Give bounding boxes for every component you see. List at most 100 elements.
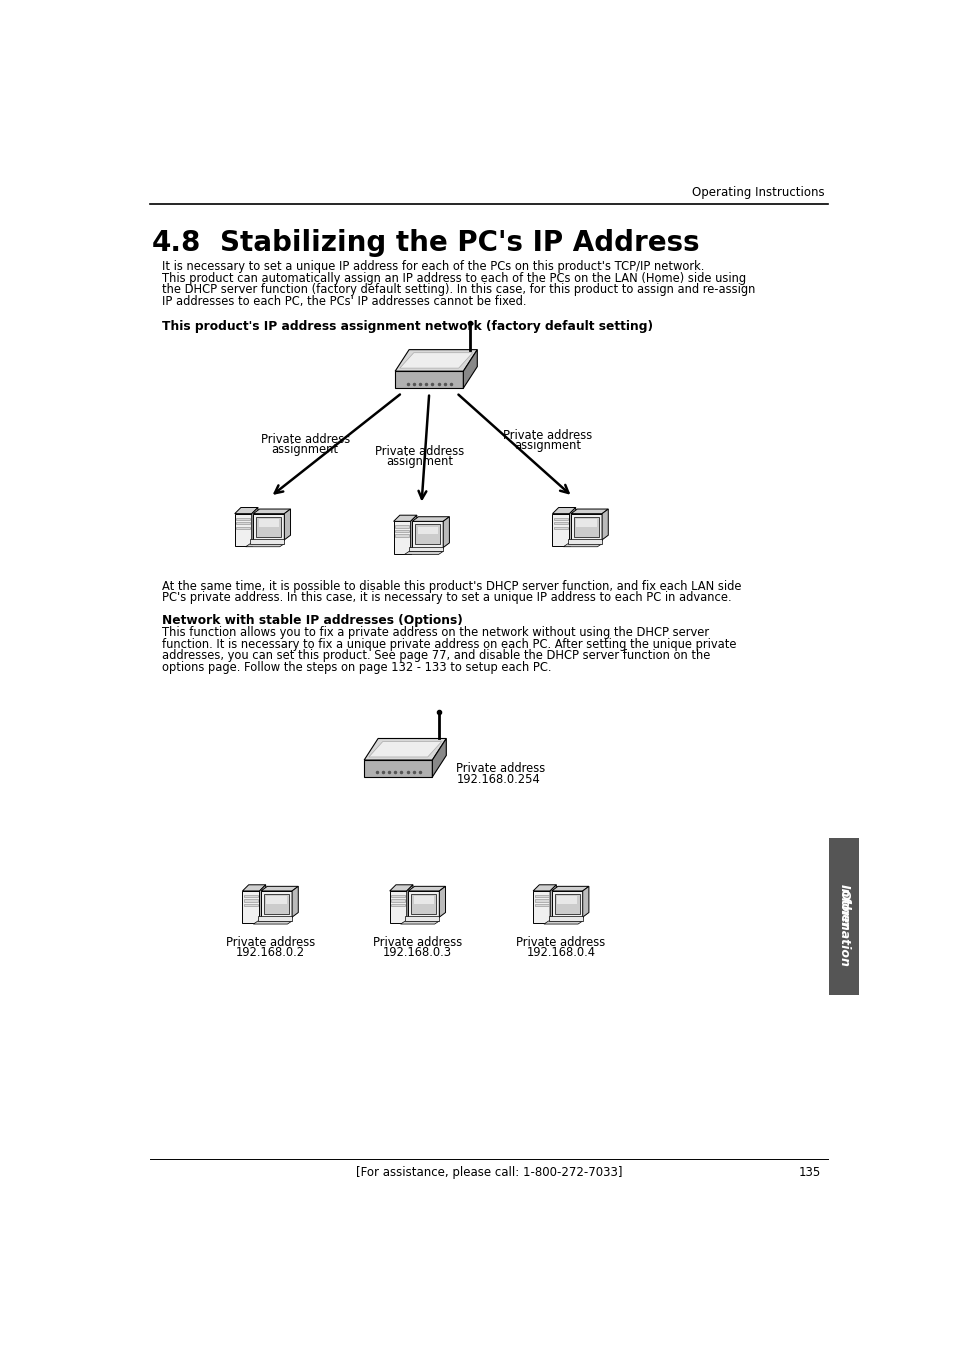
Polygon shape	[253, 514, 284, 539]
Polygon shape	[463, 349, 476, 388]
Polygon shape	[574, 516, 598, 537]
Polygon shape	[571, 510, 608, 514]
Polygon shape	[395, 534, 409, 537]
Polygon shape	[244, 899, 257, 902]
Polygon shape	[292, 887, 298, 917]
Text: function. It is necessary to fix a unique private address on each PC. After sett: function. It is necessary to fix a uniqu…	[162, 638, 736, 651]
Polygon shape	[412, 516, 449, 522]
Text: Other: Other	[837, 888, 849, 929]
Polygon shape	[406, 884, 413, 923]
Text: At the same time, it is possible to disable this product's DHCP server function,: At the same time, it is possible to disa…	[162, 580, 740, 593]
Polygon shape	[364, 760, 432, 776]
Polygon shape	[562, 543, 601, 547]
Polygon shape	[543, 921, 582, 925]
Polygon shape	[551, 887, 588, 891]
Polygon shape	[412, 522, 443, 547]
Text: options page. Follow the steps on page 132 - 133 to setup each PC.: options page. Follow the steps on page 1…	[162, 661, 551, 674]
Polygon shape	[534, 905, 548, 906]
Polygon shape	[284, 510, 291, 539]
Polygon shape	[364, 739, 446, 760]
Text: Private address: Private address	[502, 429, 592, 442]
Polygon shape	[234, 514, 252, 546]
Polygon shape	[400, 921, 439, 925]
Polygon shape	[266, 896, 286, 905]
Polygon shape	[257, 917, 292, 921]
Polygon shape	[534, 895, 548, 898]
Text: Operating Instructions: Operating Instructions	[691, 186, 823, 200]
Text: Private address: Private address	[375, 445, 464, 458]
Polygon shape	[395, 526, 409, 527]
Text: Private address: Private address	[373, 936, 462, 949]
Polygon shape	[390, 891, 406, 923]
Polygon shape	[411, 894, 436, 914]
Polygon shape	[253, 510, 291, 514]
Polygon shape	[390, 884, 413, 891]
Polygon shape	[244, 895, 257, 898]
Polygon shape	[415, 524, 439, 545]
Text: 192.168.0.2: 192.168.0.2	[235, 945, 305, 958]
Text: assignment: assignment	[272, 442, 338, 456]
Polygon shape	[270, 917, 282, 922]
Polygon shape	[236, 518, 250, 520]
Text: This function allows you to fix a private address on the network without using t: This function allows you to fix a privat…	[162, 625, 708, 639]
Polygon shape	[394, 515, 416, 522]
Polygon shape	[394, 522, 410, 554]
Polygon shape	[395, 530, 409, 532]
Polygon shape	[410, 515, 416, 554]
Polygon shape	[242, 891, 259, 923]
Polygon shape	[534, 899, 548, 902]
Polygon shape	[236, 527, 250, 528]
Text: 192.168.0.254: 192.168.0.254	[456, 774, 539, 786]
Text: assignment: assignment	[386, 456, 453, 468]
Polygon shape	[391, 899, 405, 902]
Polygon shape	[557, 896, 577, 905]
Polygon shape	[409, 547, 443, 551]
Polygon shape	[579, 539, 592, 545]
Text: Private address: Private address	[260, 433, 350, 446]
Polygon shape	[554, 527, 567, 528]
Polygon shape	[395, 349, 476, 371]
Polygon shape	[421, 547, 434, 553]
Polygon shape	[567, 539, 601, 543]
Text: Network with stable IP addresses (Options): Network with stable IP addresses (Option…	[162, 613, 462, 627]
Polygon shape	[552, 514, 569, 546]
Text: Stabilizing the PC's IP Address: Stabilizing the PC's IP Address	[220, 229, 699, 256]
Text: It is necessary to set a unique IP address for each of the PCs on this product's: It is necessary to set a unique IP addre…	[162, 260, 703, 274]
Polygon shape	[533, 884, 556, 891]
Polygon shape	[533, 891, 550, 923]
Polygon shape	[405, 917, 439, 921]
Polygon shape	[252, 507, 257, 546]
Polygon shape	[250, 539, 284, 543]
Text: addresses, you can set this product. See page 77, and disable the DHCP server fu: addresses, you can set this product. See…	[162, 650, 709, 662]
Text: Information: Information	[837, 884, 849, 967]
Text: assignment: assignment	[514, 439, 580, 452]
Polygon shape	[369, 741, 441, 758]
Polygon shape	[242, 884, 266, 891]
Text: [For assistance, please call: 1-800-272-7033]: [For assistance, please call: 1-800-272-…	[355, 1166, 621, 1180]
Text: 4.8: 4.8	[152, 229, 201, 256]
Polygon shape	[395, 371, 463, 388]
Text: 135: 135	[798, 1166, 820, 1180]
Text: Private address: Private address	[516, 936, 605, 949]
Polygon shape	[264, 894, 289, 914]
Polygon shape	[245, 543, 284, 547]
Polygon shape	[414, 896, 434, 905]
Polygon shape	[432, 739, 446, 776]
Bar	[828, 838, 858, 995]
Text: This product can automatically assign an IP address to each of the PCs on the LA: This product can automatically assign an…	[162, 272, 745, 284]
Polygon shape	[259, 884, 266, 923]
Polygon shape	[391, 895, 405, 898]
Polygon shape	[391, 905, 405, 906]
Polygon shape	[548, 917, 582, 921]
Polygon shape	[236, 522, 250, 524]
Polygon shape	[571, 514, 601, 539]
Polygon shape	[582, 887, 588, 917]
Text: This product's IP address assignment network (factory default setting): This product's IP address assignment net…	[162, 319, 652, 333]
Text: the DHCP server function (factory default setting). In this case, for this produ: the DHCP server function (factory defaul…	[162, 283, 755, 297]
Polygon shape	[554, 518, 567, 520]
Polygon shape	[244, 905, 257, 906]
Polygon shape	[551, 891, 582, 917]
Polygon shape	[234, 507, 257, 514]
Polygon shape	[258, 519, 278, 527]
Text: 192.168.0.4: 192.168.0.4	[526, 945, 595, 958]
